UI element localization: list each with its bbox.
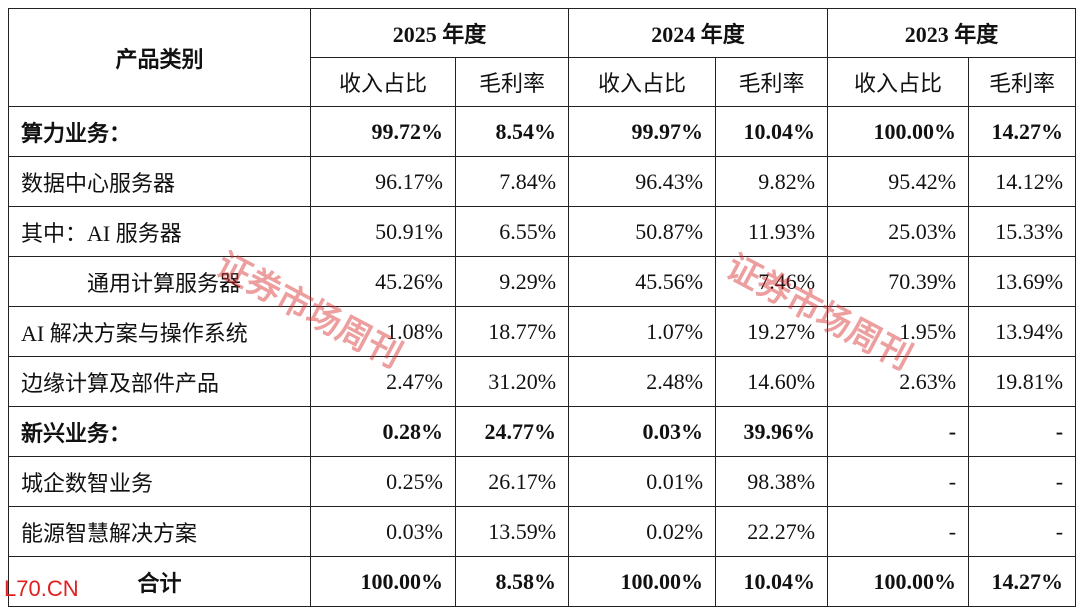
subheader-cell: 收入占比 [827,57,970,107]
value-cell: 11.93% [715,206,829,257]
value-cell: 50.87% [568,206,717,257]
table-header: 产品类别 2025 年度 2024 年度 2023 年度 收入占比 毛利率 收入占比… [8,8,1077,107]
row-label: 算力业务： [8,106,311,157]
row-label: 其中：AI 服务器 [8,206,311,257]
value-cell: 25.03% [827,206,970,257]
value-cell: 1.07% [568,306,717,357]
table-row: 合计 100.00% 8.58% 100.00% 10.04% 100.00% 14.27% [8,556,1077,607]
value-cell: 100.00% [827,556,970,607]
value-cell: 26.17% [454,456,570,507]
header-cell: 产品类别 [8,8,311,107]
table-body: 算力业务： 99.72% 8.54% 99.97% 10.04% 100.00% 14.27… [8,106,1077,607]
value-cell: 7.46% [715,256,829,307]
header-row: 产品类别 2025 年度 2024 年度 2023 年度 [8,8,1077,107]
subheader-cell: 毛利率 [968,57,1077,107]
value-cell: - [968,456,1077,507]
subheader-cell: 毛利率 [454,57,570,107]
table-row: 城企数智业务 0.25% 26.17% 0.01% 98.38% - - [8,456,1077,507]
header-cell: 2024 年度 [568,8,829,58]
table-row: 其中：AI 服务器 50.91% 6.55% 50.87% 11.93% 25.03% 15… [8,206,1077,257]
value-cell: 15.33% [968,206,1077,257]
value-cell: 100.00% [568,556,717,607]
value-cell: 14.27% [968,106,1077,157]
value-cell: 1.95% [827,306,970,357]
value-cell: 0.02% [568,506,717,557]
value-cell: 24.77% [454,406,570,457]
site-mark: L70.CN [4,576,79,601]
value-cell: 14.27% [968,556,1077,607]
value-cell: 70.39% [827,256,970,307]
table-row: 边缘计算及部件产品 2.47% 31.20% 2.48% 14.60% 2.63% 19.8… [8,356,1077,407]
value-cell: 14.12% [968,156,1077,207]
value-cell: 98.38% [715,456,829,507]
table-row: 数据中心服务器 96.17% 7.84% 96.43% 9.82% 95.42% 14.12… [8,156,1077,207]
value-cell: 22.27% [715,506,829,557]
value-cell: 2.47% [310,356,456,407]
value-cell: 19.81% [968,356,1077,407]
row-label: 合计 [8,556,311,607]
value-cell: - [827,406,970,457]
value-cell: 13.69% [968,256,1077,307]
row-label: 新兴业务： [8,406,311,457]
value-cell: 0.03% [568,406,717,457]
value-cell: 0.01% [568,456,717,507]
value-cell: 45.26% [310,256,456,307]
value-cell: - [968,406,1077,457]
row-label: 数据中心服务器 [8,156,311,207]
value-cell: 6.55% [454,206,570,257]
value-cell: 0.25% [310,456,456,507]
value-cell: 19.27% [715,306,829,357]
header-cell: 2025 年度 [309,8,570,58]
row-label: 能源智慧解决方案 [8,506,311,557]
value-cell: 9.29% [454,256,570,307]
table-row: 能源智慧解决方案 0.03% 13.59% 0.02% 22.27% - - [8,506,1077,557]
value-cell: 95.42% [827,156,970,207]
value-cell: 14.60% [715,356,829,407]
subheader-cell: 收入占比 [568,57,717,107]
value-cell: 2.63% [827,356,970,407]
row-label: 城企数智业务 [8,456,311,507]
value-cell: 8.54% [454,106,570,157]
value-cell: 96.17% [310,156,456,207]
value-cell: 9.82% [715,156,829,207]
value-cell: 99.72% [310,106,456,157]
value-cell: 13.59% [454,506,570,557]
value-cell: - [827,456,970,507]
value-cell: 13.94% [968,306,1077,357]
value-cell: 31.20% [454,356,570,407]
value-cell: 7.84% [454,156,570,207]
subheader-cell: 毛利率 [715,57,829,107]
value-cell: 8.58% [454,556,570,607]
revenue-table: 产品类别 2025 年度 2024 年度 2023 年度 收入占比 毛利率 收入占比… [8,8,1077,607]
row-label: 通用计算服务器 [8,256,311,307]
value-cell: 18.77% [454,306,570,357]
value-cell: 10.04% [715,106,829,157]
value-cell: 10.04% [715,556,829,607]
value-cell: 100.00% [310,556,456,607]
header-cell: 2023 年度 [827,8,1077,58]
row-label: 边缘计算及部件产品 [8,356,311,407]
value-cell: 1.08% [310,306,456,357]
row-label: AI 解决方案与操作系统 [8,306,311,357]
table-row: 新兴业务： 0.28% 24.77% 0.03% 39.96% - - [8,406,1077,457]
table-row: AI 解决方案与操作系统 1.08% 18.77% 1.07% 19.27% 1.95% 1… [8,306,1077,357]
table-row: 通用计算服务器 45.26% 9.29% 45.56% 7.46% 70.39% 13.69… [8,256,1077,307]
value-cell: 50.91% [310,206,456,257]
value-cell: 96.43% [568,156,717,207]
value-cell: 39.96% [715,406,829,457]
subheader-cell: 收入占比 [310,57,456,107]
value-cell: 45.56% [568,256,717,307]
value-cell: 0.28% [310,406,456,457]
value-cell: 99.97% [568,106,717,157]
table-row: 算力业务： 99.72% 8.54% 99.97% 10.04% 100.00% 14.27… [8,106,1077,157]
value-cell: 0.03% [310,506,456,557]
value-cell: - [827,506,970,557]
value-cell: 100.00% [827,106,970,157]
value-cell: - [968,506,1077,557]
value-cell: 2.48% [568,356,717,407]
